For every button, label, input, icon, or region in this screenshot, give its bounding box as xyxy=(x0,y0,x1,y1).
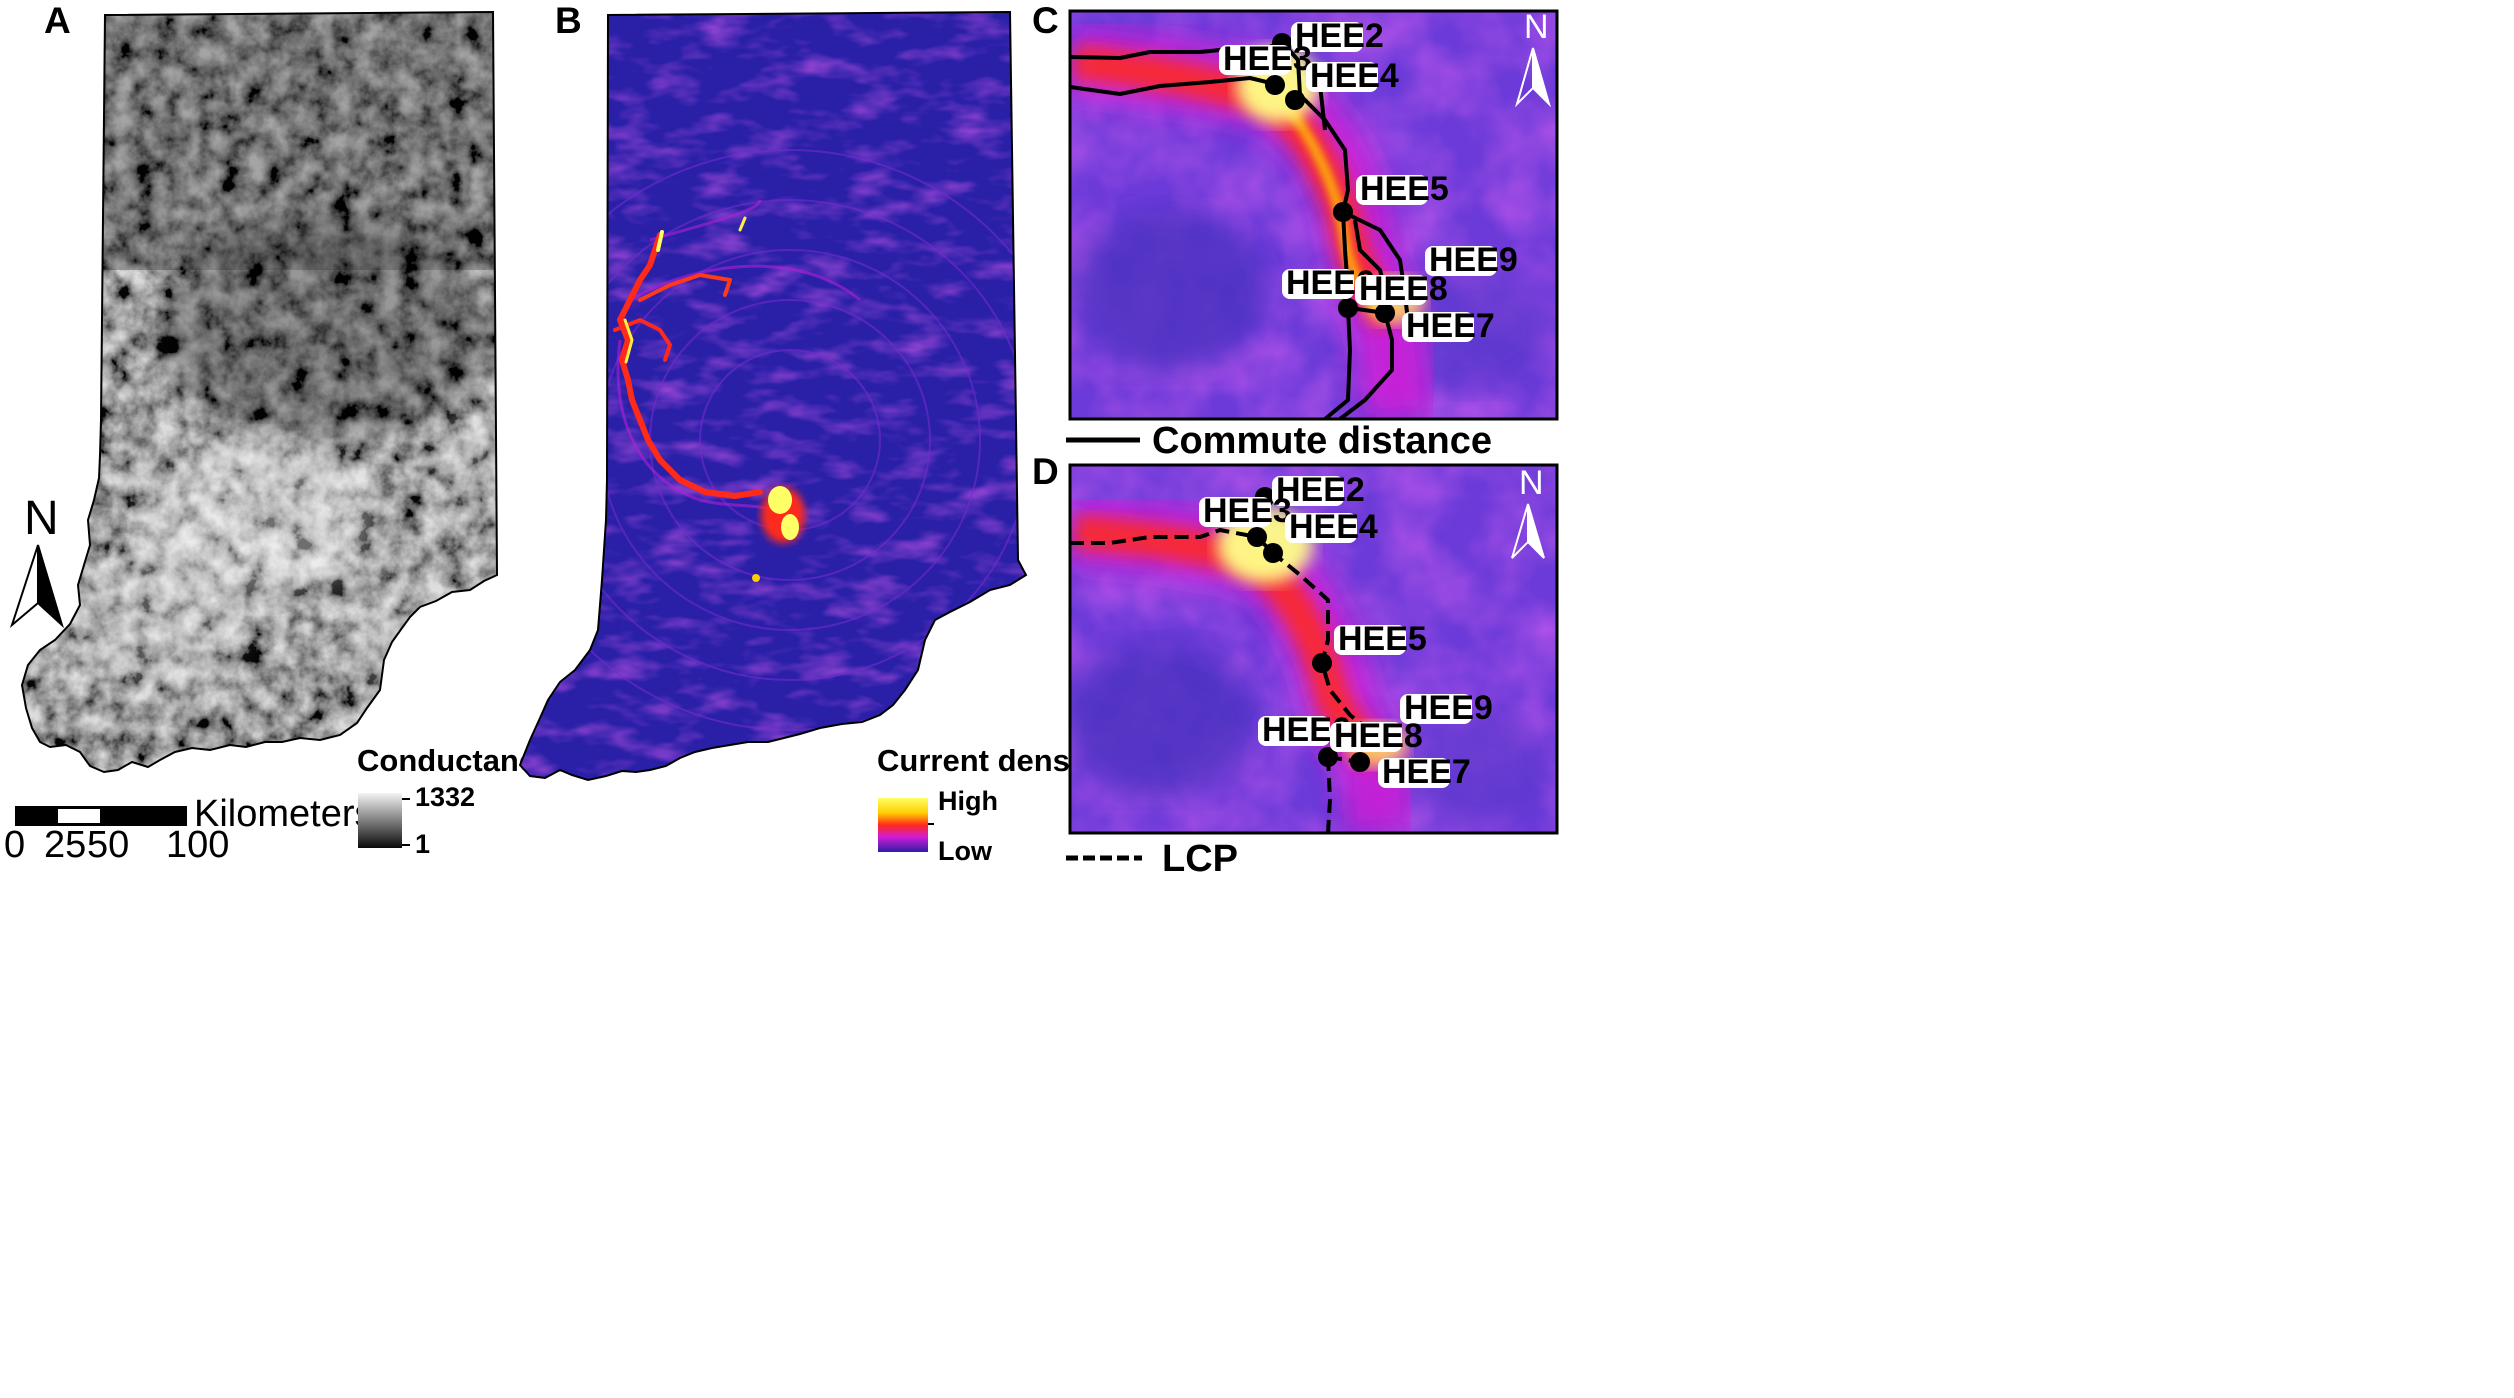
panel-b-letter: B xyxy=(555,0,582,41)
commute-legend-label: Commute distance xyxy=(1152,420,1492,462)
site-label-hee3-d: HEE3 xyxy=(1199,492,1292,530)
scale-tick-50: 50 xyxy=(87,824,129,866)
panel-d-site-labels: HEE2 HEE3 HEE4 HEE5 HEE9 HEE6 xyxy=(1199,471,1493,791)
panel-c-commute-distance-map: C xyxy=(1032,0,1559,462)
conductance-color-ramp xyxy=(358,793,402,848)
site-label-hee9-d: HEE9 xyxy=(1400,689,1493,727)
scale-bar-unit: Kilometers xyxy=(194,793,374,835)
scale-tick-100: 100 xyxy=(166,824,229,866)
conductance-legend: Conductance 1332 1 xyxy=(357,743,553,859)
svg-text:HEE5: HEE5 xyxy=(1360,170,1449,208)
hotspot xyxy=(752,486,805,582)
conductance-max: 1332 xyxy=(415,782,475,812)
svg-text:HEE9: HEE9 xyxy=(1404,689,1493,727)
conductance-min: 1 xyxy=(415,829,430,859)
current-low-label: Low xyxy=(938,836,993,866)
svg-text:HEE7: HEE7 xyxy=(1406,307,1495,345)
svg-text:HEE9: HEE9 xyxy=(1429,241,1518,279)
panel-c-site-labels: HEE2 HEE3 HEE4 HEE5 HEE9 HEE6 xyxy=(1219,17,1518,345)
panel-a-conductance-map: A N Kilometers 0 25 50 xyxy=(4,0,553,866)
current-high-label: High xyxy=(938,786,998,816)
lcp-legend: LCP xyxy=(1066,838,1238,880)
site-label-hee3: HEE3 xyxy=(1219,40,1312,78)
svg-text:HEE3: HEE3 xyxy=(1203,492,1292,530)
current-color-ramp xyxy=(878,798,928,852)
site-label-hee2: HEE2 xyxy=(1291,17,1384,55)
north-arrow-icon xyxy=(9,544,39,629)
svg-text:N: N xyxy=(1519,464,1544,502)
svg-text:HEE3: HEE3 xyxy=(1223,40,1312,78)
site-label-hee4-d: HEE4 xyxy=(1285,508,1378,546)
svg-text:HEE2: HEE2 xyxy=(1276,471,1365,509)
scale-tick-25: 25 xyxy=(44,824,86,866)
site-label-hee5-d: HEE5 xyxy=(1334,620,1427,658)
site-label-hee7-d: HEE7 xyxy=(1378,753,1471,791)
commute-distance-legend: Commute distance xyxy=(1066,420,1492,462)
panel-c-letter: C xyxy=(1032,0,1059,41)
panel-a-letter: A xyxy=(44,0,71,41)
north-arrow-c: N xyxy=(1514,8,1552,108)
north-arrow: N xyxy=(9,492,65,629)
panel-d-letter: D xyxy=(1032,451,1059,492)
svg-text:N: N xyxy=(1524,8,1549,46)
site-label-hee7: HEE7 xyxy=(1402,307,1495,345)
svg-text:HEE5: HEE5 xyxy=(1338,620,1427,658)
site-label-hee9: HEE9 xyxy=(1425,241,1518,279)
svg-text:HEE4: HEE4 xyxy=(1310,57,1399,95)
site-label-hee2-d: HEE2 xyxy=(1272,471,1365,509)
svg-text:HEE4: HEE4 xyxy=(1289,508,1378,546)
svg-text:HEE8: HEE8 xyxy=(1334,717,1423,755)
north-label: N xyxy=(24,492,59,545)
lcp-legend-label: LCP xyxy=(1162,838,1238,880)
panel-b-current-density-map: B xyxy=(518,0,1107,866)
conductance-legend-title: Conductance xyxy=(357,743,553,778)
svg-text:HEE7: HEE7 xyxy=(1382,753,1471,791)
north-arrow-d: N xyxy=(1511,464,1545,559)
svg-text:HEE8: HEE8 xyxy=(1359,270,1448,308)
site-label-hee5: HEE5 xyxy=(1356,170,1449,208)
scale-bar: Kilometers 0 25 50 100 xyxy=(4,793,374,866)
scale-tick-0: 0 xyxy=(4,824,25,866)
site-label-hee8: HEE8 xyxy=(1355,270,1448,308)
site-label-hee4: HEE4 xyxy=(1306,57,1399,95)
svg-text:HEE2: HEE2 xyxy=(1295,17,1384,55)
site-label-hee8-d: HEE8 xyxy=(1330,717,1423,755)
panel-d-lcp-map: D xyxy=(1032,451,1559,880)
